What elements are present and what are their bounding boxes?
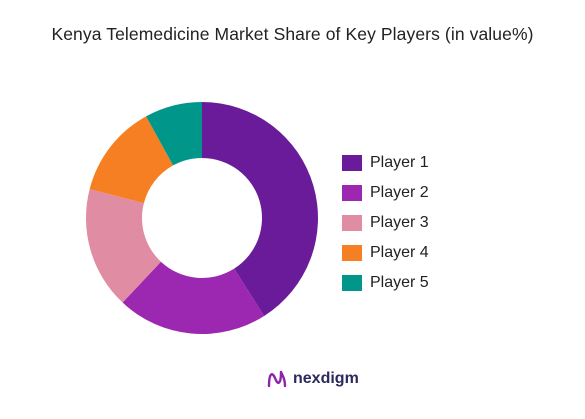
legend-label: Player 4 [370,244,429,261]
legend-item-2: Player 2 [342,178,429,208]
chart-legend: Player 1 Player 2 Player 3 Player 4 Player 5 [342,148,429,298]
brand-logo: nexdigm [266,368,359,390]
legend-label: Player 1 [370,154,429,171]
legend-swatch [342,155,362,171]
donut-slice-5 [146,102,202,166]
donut-slice-2 [122,261,265,334]
legend-swatch [342,245,362,261]
donut-slice-3 [86,189,161,303]
donut-slice-1 [202,102,318,316]
legend-swatch [342,185,362,201]
chart-title: Kenya Telemedicine Market Share of Key P… [51,24,534,44]
legend-item-4: Player 4 [342,238,429,268]
nexdigm-logo-icon [267,370,287,388]
legend-swatch [342,215,362,231]
legend-item-3: Player 3 [342,208,429,238]
donut-slice-4 [89,116,174,204]
legend-item-5: Player 5 [342,268,429,298]
legend-label: Player 3 [370,214,429,231]
legend-label: Player 5 [370,274,429,291]
legend-label: Player 2 [370,184,429,201]
legend-swatch [342,275,362,291]
brand-name: nexdigm [293,370,359,387]
legend-item-1: Player 1 [342,148,429,178]
